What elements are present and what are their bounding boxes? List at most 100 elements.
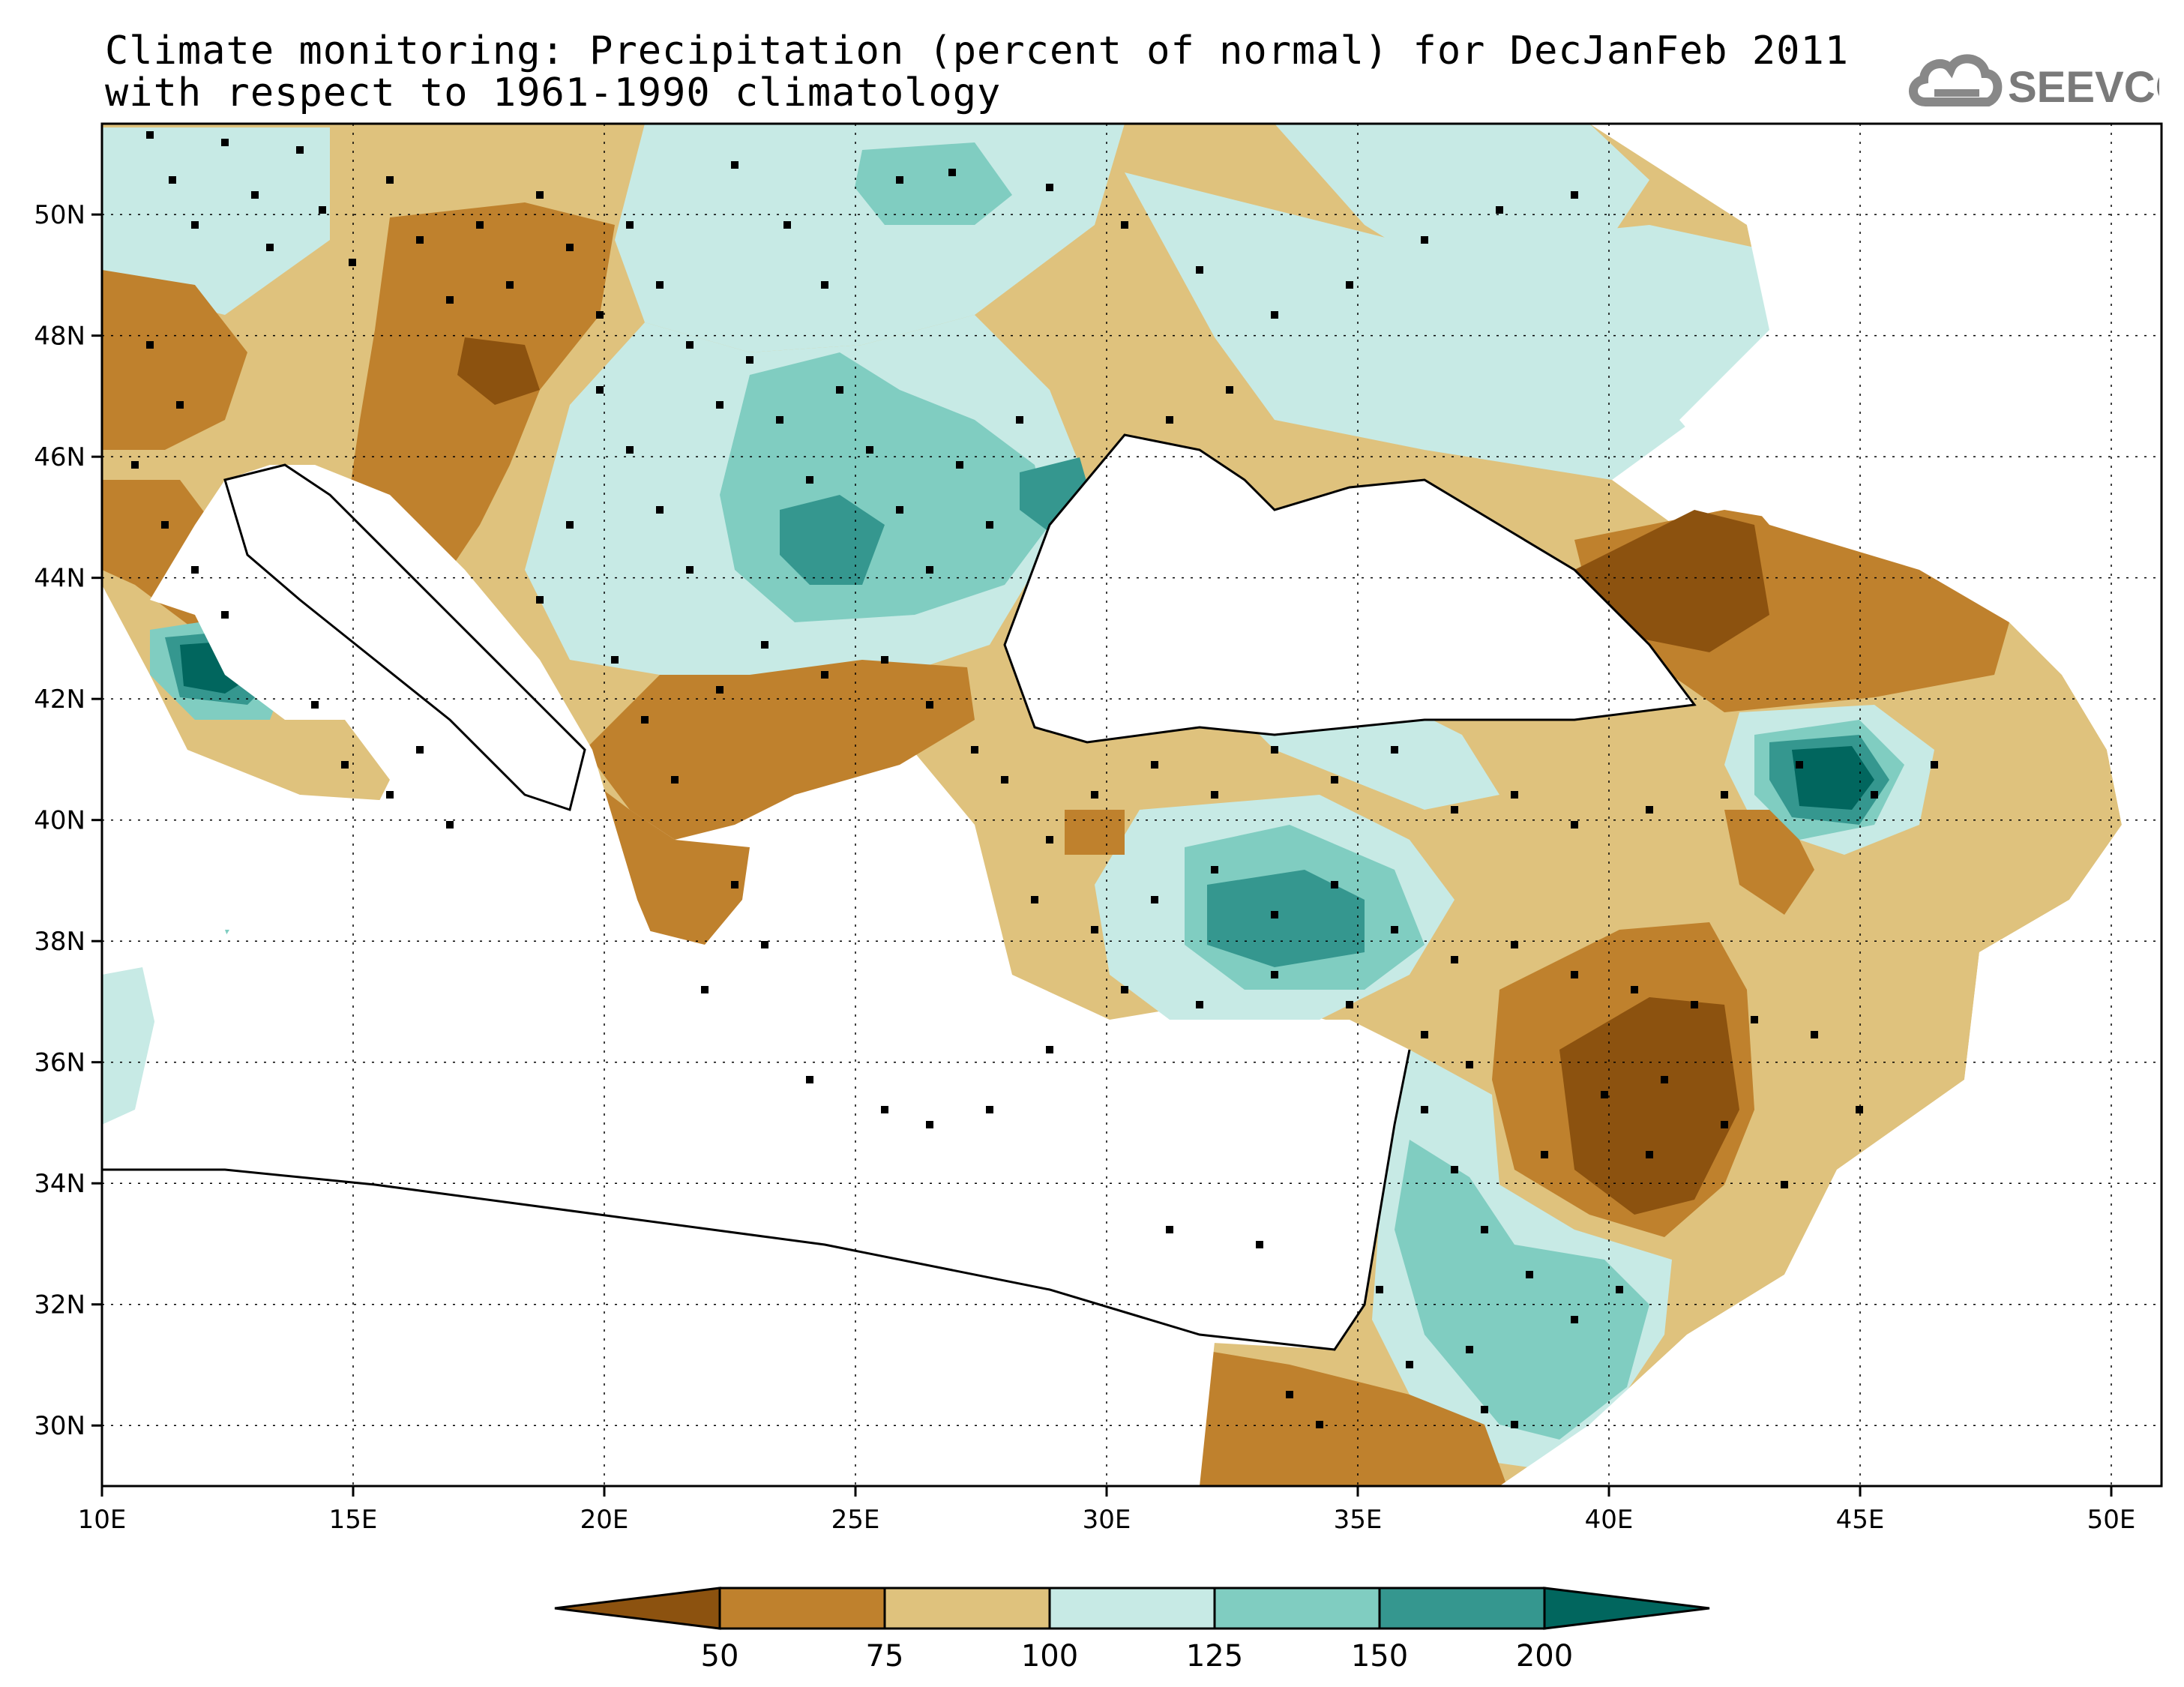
colorbar-cell bbox=[718, 1587, 886, 1630]
colorbar-cell bbox=[883, 1587, 1051, 1630]
logo-text: SEEVCCC bbox=[2008, 63, 2159, 112]
station-marker bbox=[746, 356, 753, 364]
station-marker bbox=[536, 596, 544, 604]
field-100-125 bbox=[1125, 172, 1784, 480]
station-marker bbox=[881, 656, 888, 664]
lon-tick-label: 20E bbox=[580, 1505, 629, 1535]
coastline bbox=[102, 433, 1697, 1351]
station-marker bbox=[986, 1106, 993, 1113]
station-marker bbox=[1211, 866, 1218, 873]
station-marker bbox=[1421, 1106, 1428, 1113]
station-marker bbox=[1526, 1271, 1533, 1278]
station-marker bbox=[881, 1106, 888, 1113]
station-marker bbox=[806, 476, 813, 484]
station-marker bbox=[566, 521, 574, 529]
station-marker bbox=[596, 386, 604, 394]
station-marker bbox=[986, 521, 993, 529]
station-marker bbox=[349, 259, 356, 266]
station-marker bbox=[776, 416, 783, 424]
station-marker bbox=[1451, 1166, 1458, 1173]
station-marker bbox=[1541, 1151, 1548, 1158]
station-marker bbox=[1466, 1346, 1473, 1353]
lat-tick-label: 38N bbox=[34, 927, 85, 957]
station-marker bbox=[896, 176, 903, 184]
station-marker bbox=[1646, 1151, 1653, 1158]
station-marker bbox=[1001, 776, 1008, 784]
station-marker bbox=[836, 386, 843, 394]
field-50-75 bbox=[1724, 810, 1814, 915]
station-marker bbox=[1451, 956, 1458, 963]
station-marker bbox=[386, 176, 394, 184]
station-marker bbox=[948, 169, 956, 176]
field-150-200 bbox=[1207, 870, 1365, 967]
precipitation-field bbox=[102, 124, 2162, 1486]
station-marker bbox=[416, 236, 424, 244]
station-marker bbox=[716, 401, 724, 409]
field-125-150 bbox=[1395, 1140, 1649, 1440]
field-100-125 bbox=[1275, 124, 1649, 270]
station-marker bbox=[1601, 1091, 1608, 1098]
station-marker bbox=[1316, 1421, 1323, 1428]
colorbar-cell bbox=[1378, 1587, 1546, 1630]
station-marker bbox=[1196, 1001, 1203, 1008]
station-marker bbox=[1031, 896, 1038, 903]
station-marker bbox=[1211, 791, 1218, 799]
station-marker bbox=[1751, 1016, 1758, 1023]
station-marker bbox=[1226, 386, 1233, 394]
station-marker bbox=[266, 244, 274, 251]
station-marker bbox=[1811, 1031, 1818, 1038]
station-marker bbox=[446, 296, 454, 304]
station-marker bbox=[686, 341, 694, 349]
station-marker bbox=[731, 881, 738, 888]
lat-tick-label: 48N bbox=[34, 322, 85, 352]
station-marker bbox=[1091, 926, 1098, 933]
station-marker bbox=[1091, 791, 1098, 799]
lat-tick-label: 46N bbox=[34, 442, 85, 472]
colorbar-legend: 50 75 100 125 150 200 bbox=[554, 1587, 1710, 1674]
east-blank bbox=[1499, 124, 2162, 1486]
colorbar-tick-label: 100 bbox=[1021, 1639, 1078, 1674]
lon-tick-label: 40E bbox=[1585, 1505, 1634, 1535]
station-marker bbox=[701, 986, 709, 993]
station-marker bbox=[1496, 206, 1503, 214]
station-marker bbox=[783, 221, 791, 229]
field-150-200 bbox=[780, 495, 885, 585]
station-marker bbox=[506, 281, 514, 289]
station-marker bbox=[221, 611, 229, 619]
field-50-75 bbox=[102, 270, 247, 450]
station-marker bbox=[319, 206, 326, 214]
station-marker bbox=[191, 221, 199, 229]
station-marker bbox=[1256, 1241, 1263, 1248]
station-marker bbox=[1046, 836, 1053, 844]
black-sea bbox=[1005, 435, 1694, 742]
station-marker bbox=[1721, 791, 1728, 799]
chart-title: Climate monitoring: Precipitation (perce… bbox=[105, 28, 1850, 73]
station-marker bbox=[221, 139, 229, 146]
station-marker bbox=[1931, 761, 1938, 769]
station-marker bbox=[686, 566, 694, 574]
lat-tick-label: 34N bbox=[34, 1169, 85, 1199]
colorbar-tick-label: 50 bbox=[701, 1639, 739, 1674]
station-marker bbox=[251, 191, 259, 199]
colorbar-cell bbox=[1048, 1587, 1216, 1630]
station-marker bbox=[1046, 184, 1053, 191]
station-marker bbox=[161, 521, 169, 529]
station-marker bbox=[926, 1121, 933, 1128]
station-marker bbox=[1646, 806, 1653, 814]
station-marker bbox=[476, 221, 484, 229]
field-lt50 bbox=[1559, 997, 1739, 1215]
colorbar-lower-extend bbox=[554, 1587, 721, 1630]
station-marker bbox=[1511, 1421, 1518, 1428]
station-marker bbox=[566, 244, 574, 251]
station-marker bbox=[1271, 746, 1278, 754]
station-marker bbox=[1481, 1226, 1488, 1233]
station-marker bbox=[1796, 761, 1803, 769]
lat-tick-label: 40N bbox=[34, 806, 85, 836]
station-marker bbox=[1451, 806, 1458, 814]
station-marker bbox=[1331, 881, 1338, 888]
station-marker bbox=[1511, 941, 1518, 948]
station-marker bbox=[1661, 1076, 1668, 1083]
station-marker bbox=[656, 506, 664, 514]
station-marker bbox=[1391, 926, 1398, 933]
